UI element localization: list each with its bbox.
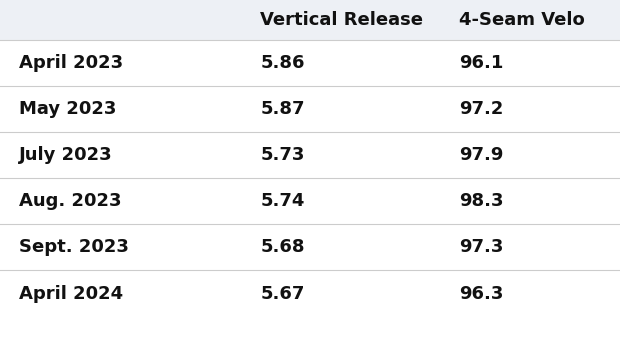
Text: 5.73: 5.73 — [260, 146, 305, 164]
FancyBboxPatch shape — [0, 0, 620, 40]
Text: 5.67: 5.67 — [260, 284, 305, 303]
Text: 4-Seam Velo: 4-Seam Velo — [459, 11, 585, 29]
Text: 5.74: 5.74 — [260, 192, 305, 210]
Text: Sept. 2023: Sept. 2023 — [19, 238, 128, 257]
Text: 5.87: 5.87 — [260, 100, 305, 118]
FancyBboxPatch shape — [0, 86, 620, 132]
Text: 97.9: 97.9 — [459, 146, 503, 164]
Text: 5.68: 5.68 — [260, 238, 305, 257]
Text: May 2023: May 2023 — [19, 100, 116, 118]
FancyBboxPatch shape — [0, 40, 620, 86]
Text: April 2023: April 2023 — [19, 54, 123, 72]
Text: 96.3: 96.3 — [459, 284, 503, 303]
Text: Aug. 2023: Aug. 2023 — [19, 192, 121, 210]
FancyBboxPatch shape — [0, 270, 620, 317]
Text: July 2023: July 2023 — [19, 146, 112, 164]
FancyBboxPatch shape — [0, 132, 620, 178]
Text: 5.86: 5.86 — [260, 54, 305, 72]
Text: April 2024: April 2024 — [19, 284, 123, 303]
Text: 96.1: 96.1 — [459, 54, 503, 72]
Text: 98.3: 98.3 — [459, 192, 503, 210]
FancyBboxPatch shape — [0, 178, 620, 224]
Text: 97.3: 97.3 — [459, 238, 503, 257]
FancyBboxPatch shape — [0, 224, 620, 270]
Text: Vertical Release: Vertical Release — [260, 11, 423, 29]
Text: 97.2: 97.2 — [459, 100, 503, 118]
